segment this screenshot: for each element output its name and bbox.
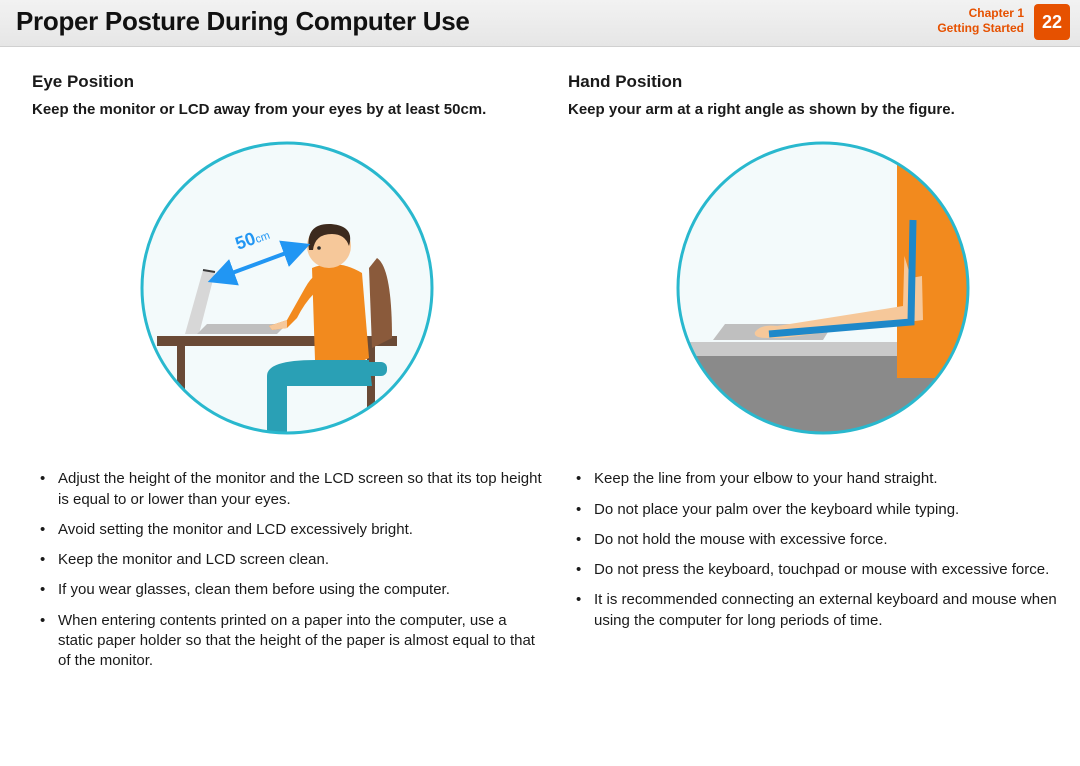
eye-bullet-list: Adjust the height of the monitor and the…	[32, 469, 542, 671]
hand-bullet-list: Keep the line from your elbow to your ha…	[568, 469, 1078, 631]
hand-position-illustration	[568, 138, 1078, 443]
section-lead: Keep your arm at a right angle as shown …	[568, 100, 1078, 120]
list-item: It is recommended connecting an external…	[568, 590, 1078, 631]
list-item: Do not place your palm over the keyboard…	[568, 500, 1078, 520]
eye-position-figure: 50cm	[137, 138, 437, 438]
list-item: Keep the line from your elbow to your ha…	[568, 469, 1078, 489]
content-columns: Eye Position Keep the monitor or LCD awa…	[0, 60, 1080, 766]
hand-position-section: Hand Position Keep your arm at a right a…	[568, 60, 1078, 641]
list-item: Adjust the height of the monitor and the…	[32, 469, 542, 510]
list-item: When entering contents printed on a pape…	[32, 611, 542, 672]
page-number: 22	[1034, 4, 1070, 40]
document-page: Proper Posture During Computer Use Chapt…	[0, 0, 1080, 766]
list-item: If you wear glasses, clean them before u…	[32, 580, 542, 600]
page-title: Proper Posture During Computer Use	[16, 6, 470, 37]
chapter-label: Chapter 1 Getting Started	[937, 6, 1024, 36]
list-item: Do not hold the mouse with excessive for…	[568, 530, 1078, 550]
hand-position-figure	[673, 138, 973, 438]
list-item: Do not press the keyboard, touchpad or m…	[568, 560, 1078, 580]
page-header: Proper Posture During Computer Use Chapt…	[0, 0, 1080, 47]
section-heading: Eye Position	[32, 72, 542, 92]
list-item: Avoid setting the monitor and LCD excess…	[32, 520, 542, 540]
eye-position-illustration: 50cm	[32, 138, 542, 443]
chapter-line1: Chapter 1	[969, 6, 1024, 20]
list-item: Keep the monitor and LCD screen clean.	[32, 550, 542, 570]
section-heading: Hand Position	[568, 72, 1078, 92]
eye-position-section: Eye Position Keep the monitor or LCD awa…	[32, 60, 542, 681]
section-lead: Keep the monitor or LCD away from your e…	[32, 100, 542, 120]
chapter-line2: Getting Started	[937, 21, 1024, 35]
